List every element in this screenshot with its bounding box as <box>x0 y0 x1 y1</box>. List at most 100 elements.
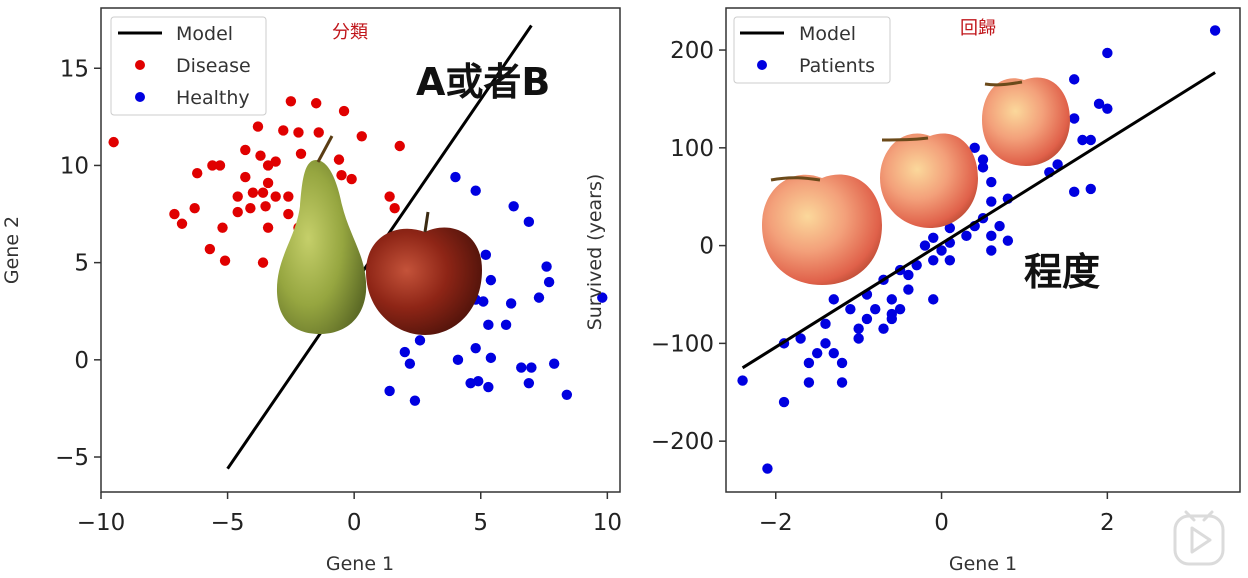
legend-label-healthy: Healthy <box>176 87 250 109</box>
legend-patients-swatch <box>757 60 767 70</box>
y-tick-label: −100 <box>651 331 714 357</box>
data-point-healthy <box>485 352 497 364</box>
data-point-disease <box>333 154 345 165</box>
x-tick-label: 2 <box>1100 510 1115 536</box>
data-point-disease <box>262 177 274 189</box>
data-point-patients <box>795 333 806 344</box>
data-point-patients <box>961 230 972 242</box>
data-point-disease <box>219 255 231 266</box>
red-apple-image <box>366 211 482 335</box>
y-tick-label: 200 <box>670 38 714 64</box>
data-point-patients <box>845 303 856 315</box>
data-point-disease <box>247 187 259 198</box>
data-point-patients <box>853 333 864 344</box>
classification-chart: −10 −5 0 5 10 −5 0 5 10 15 <box>1 7 622 575</box>
data-point-patients <box>737 375 748 386</box>
x-tick-label: −10 <box>77 510 126 536</box>
tick-group: −10 −5 0 5 10 −5 0 5 10 15 <box>55 56 622 536</box>
data-point-patients <box>928 232 939 243</box>
data-point-disease <box>346 173 357 185</box>
data-point-patients <box>911 259 922 271</box>
pear-image <box>276 135 367 334</box>
classification-big-label: A或者B <box>416 60 550 104</box>
play-icon[interactable] <box>1173 510 1225 566</box>
data-point-patients <box>803 357 815 369</box>
data-point-patients <box>803 377 815 388</box>
x-axis-label: Gene 1 <box>326 553 394 575</box>
data-point-patients <box>836 377 848 388</box>
data-point-healthy <box>500 319 512 331</box>
data-point-patients <box>828 347 839 359</box>
data-point-healthy <box>526 362 537 373</box>
data-point-patients <box>977 154 989 165</box>
regression-title: 回歸 <box>960 18 996 39</box>
data-point-healthy <box>414 335 426 346</box>
data-point-healthy <box>470 342 481 354</box>
legend-label-model: Model <box>799 23 856 45</box>
data-point-healthy <box>404 358 416 369</box>
data-point-disease <box>176 218 188 229</box>
data-point-disease <box>356 131 367 142</box>
data-point-disease <box>189 203 200 214</box>
legend: Model Disease Healthy <box>110 16 267 116</box>
data-point-patients <box>903 284 914 295</box>
data-point-healthy <box>452 354 464 366</box>
data-point-patients <box>1052 159 1063 170</box>
data-point-healthy <box>541 261 552 272</box>
regression-big-label: 程度 <box>1024 250 1100 294</box>
data-point-disease <box>214 160 226 171</box>
data-point-patients <box>977 162 989 173</box>
data-point-healthy <box>597 292 608 303</box>
data-point-disease <box>260 201 271 212</box>
x-tick-label: 0 <box>347 510 362 536</box>
data-point-patients <box>944 255 956 266</box>
regression-chart: −2 0 2 −200 −100 0 100 200 Model Patients 回歸 程度… <box>584 7 1241 575</box>
data-point-healthy <box>480 249 492 261</box>
data-point-patients <box>1085 134 1096 146</box>
data-point-patients <box>1209 25 1221 36</box>
legend-healthy-swatch <box>135 92 145 102</box>
data-point-disease <box>394 140 405 152</box>
data-point-disease <box>278 125 289 136</box>
data-point-healthy <box>485 274 497 286</box>
y-axis-label: Gene 2 <box>1 216 23 284</box>
data-point-disease <box>232 206 243 218</box>
data-point-patients <box>878 323 889 334</box>
data-point-patients <box>811 347 823 359</box>
data-point-healthy <box>399 346 411 358</box>
data-point-patients <box>1085 183 1096 195</box>
data-point-patients <box>986 176 997 188</box>
data-point-disease <box>192 168 203 179</box>
y-tick-label: −5 <box>55 445 89 471</box>
data-point-healthy <box>561 389 573 401</box>
data-point-patients <box>944 222 956 234</box>
y-tick-label: 10 <box>60 153 89 179</box>
data-point-patients <box>986 245 997 256</box>
data-point-patients <box>1093 98 1105 110</box>
data-point-healthy <box>523 216 535 228</box>
x-axis-label: Gene 1 <box>949 553 1017 575</box>
data-point-disease <box>313 127 324 138</box>
data-point-patients <box>762 463 773 474</box>
data-point-disease <box>240 171 251 183</box>
data-point-healthy <box>508 201 519 212</box>
data-point-patients <box>1068 74 1080 85</box>
legend-label-patients: Patients <box>799 55 875 77</box>
data-point-disease <box>295 148 307 159</box>
data-point-patients <box>820 338 831 349</box>
data-point-disease <box>389 203 400 214</box>
data-point-patients <box>969 142 980 154</box>
data-point-disease <box>217 222 228 233</box>
data-point-patients <box>986 230 997 242</box>
apple-image <box>982 77 1070 166</box>
model-line <box>741 71 1216 370</box>
apple-image <box>880 133 978 228</box>
data-point-patients <box>836 357 848 369</box>
classification-title: 分類 <box>332 22 368 43</box>
legend-label-disease: Disease <box>176 55 251 77</box>
data-point-disease <box>338 105 350 117</box>
data-point-patients <box>853 323 864 334</box>
data-point-patients <box>886 294 898 305</box>
legend-label-model: Model <box>176 23 233 45</box>
